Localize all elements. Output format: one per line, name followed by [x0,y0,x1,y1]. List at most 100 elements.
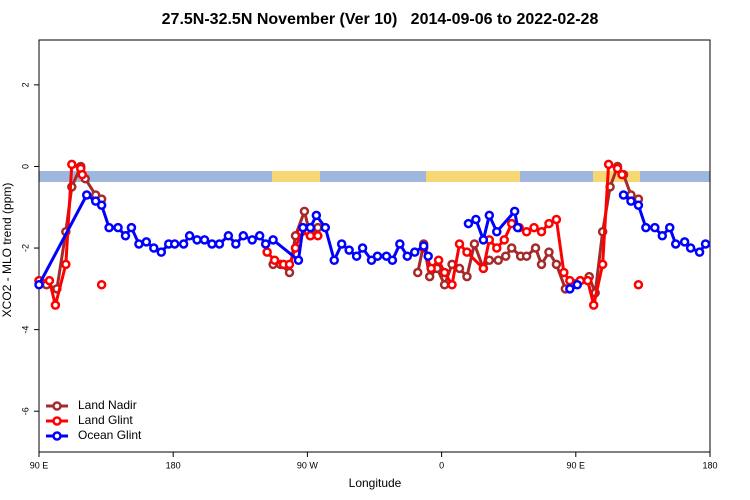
data-point [641,222,651,233]
data-point [284,259,295,270]
legend-label: Ocean Glint [78,428,142,442]
data-point [90,196,101,206]
data-point [500,251,511,261]
data-point [184,231,195,241]
data-point [299,206,310,217]
plot-frame [38,39,711,453]
data-point [305,231,316,241]
data-point [344,245,354,255]
data-point [492,243,502,253]
data-point [262,247,272,257]
data-point [149,243,159,253]
data-point [207,239,217,249]
y-tick-label: 2 [20,82,30,87]
data-point [402,251,413,261]
data-point [650,222,660,233]
data-point [418,241,429,251]
data-point [96,200,107,210]
data-point [657,231,668,241]
data-point [395,239,405,249]
data-point [551,214,562,225]
data-point [664,222,675,233]
data-point [366,255,377,266]
legend-label: Land Glint [78,413,133,427]
data-point [529,222,539,233]
data-point [126,222,137,233]
data-point [329,255,339,266]
data-point [439,267,450,278]
data-point [447,280,457,290]
x-tick-label: 0 [439,460,444,470]
data-point [617,169,627,180]
data-point [231,239,241,249]
data-point [463,218,474,229]
x-tick-label: 90 E [567,460,586,470]
data-point [387,255,398,266]
data-point [499,235,509,245]
data-point [199,235,210,245]
data-point [290,243,301,253]
data-point [293,255,304,266]
data-point [254,231,265,241]
data-point [44,275,55,286]
data-point [572,280,583,290]
x-axis-label: Longitude [349,476,402,490]
data-point [77,169,87,180]
data-point [81,190,92,200]
data-point [412,267,423,278]
data-point [559,267,569,278]
data-point [670,239,681,249]
data-point [192,235,202,245]
x-tick-label: 90 E [30,460,49,470]
data-point [67,159,77,170]
data-point [178,239,189,249]
data-point [462,271,472,282]
data-point [493,255,504,266]
data-point [247,235,257,245]
data-point [50,300,61,310]
data-point [492,226,502,237]
data-point [410,247,420,257]
data-point [530,243,541,253]
data-point [484,255,495,266]
y-tick-label: -6 [20,407,30,415]
data-point [551,259,562,270]
data-point [462,247,472,257]
data-point [313,231,323,241]
legend-marker [52,431,62,441]
data-point [454,239,465,249]
data-point [685,243,696,253]
data-point [536,226,547,237]
data-point [506,218,517,229]
data-point [269,255,280,266]
data-point [113,222,123,233]
data-point [433,255,444,266]
data-point [512,222,523,233]
data-point [478,235,489,245]
data-point [582,275,593,286]
data-point [238,231,249,241]
data-point [96,280,107,290]
data-point [694,247,705,257]
data-point [423,251,433,261]
chart-title: 27.5N-32.5N November (Ver 10) 2014-09-06… [162,11,599,28]
x-tick-label: 180 [702,460,717,470]
data-point [141,237,152,247]
data-point [34,280,44,290]
legend-marker [52,416,62,426]
data-point [260,239,271,249]
data-point [633,200,644,210]
data-point [509,206,520,217]
data-point [290,231,301,241]
data-point [424,271,435,282]
data-point [565,284,575,294]
data-point [597,259,608,270]
data-point [381,251,392,261]
legend-marker [52,401,62,411]
data-point [484,210,495,221]
data-point [320,222,331,233]
data-point [284,267,295,278]
data-point [156,247,167,257]
